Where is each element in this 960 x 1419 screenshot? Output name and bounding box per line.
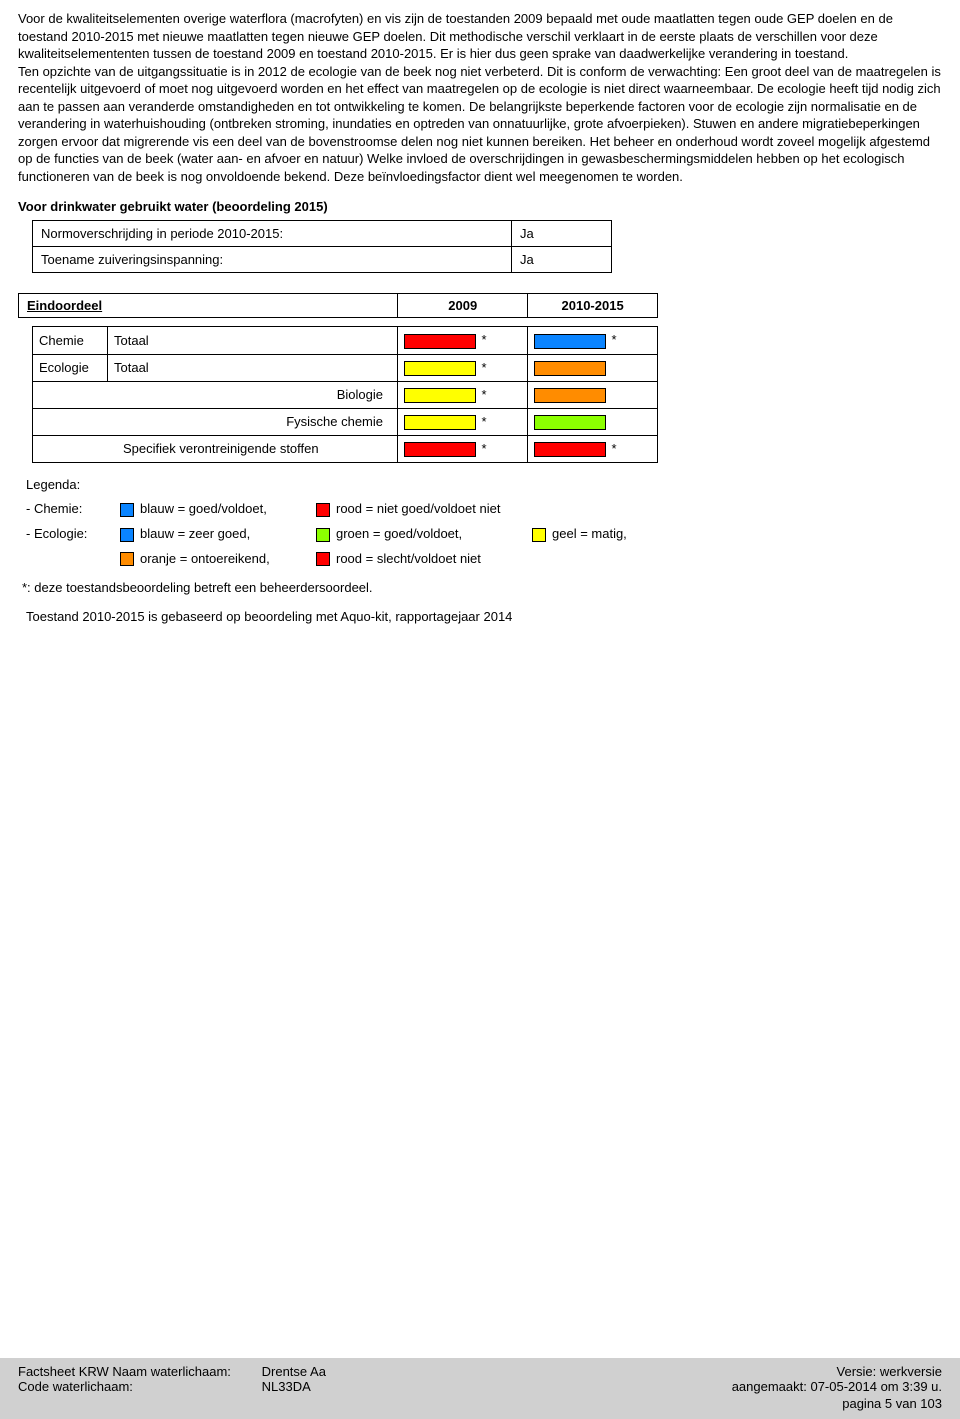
legend-chemie-0: blauw = goed/voldoet, — [140, 497, 310, 522]
swatch-2009-1 — [404, 361, 476, 376]
footer-l2-label: Code waterlichaam: — [18, 1379, 258, 1394]
asterisk-2009-2: * — [476, 387, 492, 402]
cell-label-4: Specifiek verontreinigende stoffen — [33, 435, 398, 462]
legend-eco-0: blauw = zeer goed, — [140, 522, 310, 547]
footer-l2-right: aangemaakt: 07-05-2014 om 3:39 u. — [732, 1379, 942, 1394]
swatch-2009-2 — [404, 388, 476, 403]
cell-label-0: Totaal — [108, 327, 398, 354]
footer-l1-value: Drentse Aa — [262, 1364, 326, 1379]
asterisk-2015-4: * — [606, 441, 622, 456]
legend-chemie-label: - Chemie: — [26, 497, 114, 522]
legend-eco-2: geel = matig, — [552, 522, 627, 547]
eind-col-2010-2015: 2010-2015 — [528, 294, 658, 318]
asterisk-2015-0: * — [606, 332, 622, 347]
footer-l2-value: NL33DA — [262, 1379, 311, 1394]
legend-chemie-1: rood = niet goed/voldoet niet — [336, 497, 500, 522]
page-footer: Factsheet KRW Naam waterlichaam: Drentse… — [0, 1358, 960, 1419]
asterisk-2009-1: * — [476, 360, 492, 375]
legend-sq-chemie-1 — [316, 503, 330, 517]
cell-cat-1: Ecologie — [33, 354, 108, 381]
table-eindoordeel-body: Chemie Totaal * * Ecologie Totaal * Biol… — [32, 326, 658, 462]
t1-row0-label: Normoverschrijding in periode 2010-2015: — [33, 221, 512, 247]
table-drinkwater: Normoverschrijding in periode 2010-2015:… — [32, 220, 612, 273]
asterisk-2009-0: * — [476, 332, 492, 347]
swatch-2015-3 — [534, 415, 606, 430]
legend-eco-4: rood = slecht/voldoet niet — [336, 547, 481, 572]
footer-page: pagina 5 van 103 — [18, 1396, 942, 1411]
legend-sq-eco-1 — [316, 528, 330, 542]
swatch-2015-0 — [534, 334, 606, 349]
legend: Legenda: - Chemie: blauw = goed/voldoet,… — [26, 473, 942, 572]
swatch-2015-1 — [534, 361, 606, 376]
legend-title: Legenda: — [26, 473, 942, 498]
legend-eco-1: groen = goed/voldoet, — [336, 522, 526, 547]
t1-row1-label: Toename zuiveringsinspanning: — [33, 247, 512, 273]
footer-l1-right: Versie: werkversie — [837, 1364, 942, 1379]
cell-label-3: Fysische chemie — [33, 408, 398, 435]
swatch-2009-0 — [404, 334, 476, 349]
body-paragraph: Voor de kwaliteitselementen overige wate… — [18, 10, 942, 185]
legend-sq-eco-2 — [532, 528, 546, 542]
cell-label-1: Totaal — [108, 354, 398, 381]
swatch-2015-2 — [534, 388, 606, 403]
t1-row1-value: Ja — [512, 247, 612, 273]
note-asterisk: *: deze toestandsbeoordeling betreft een… — [22, 580, 942, 595]
table-eindoordeel-header: Eindoordeel 2009 2010-2015 — [18, 293, 658, 318]
eind-col-2009: 2009 — [398, 294, 528, 318]
legend-sq-eco-4 — [316, 552, 330, 566]
swatch-2009-4 — [404, 442, 476, 457]
asterisk-2009-3: * — [476, 414, 492, 429]
eindoordeel-title: Eindoordeel — [27, 298, 102, 313]
note-toestand: Toestand 2010-2015 is gebaseerd op beoor… — [26, 609, 942, 624]
legend-sq-eco-0 — [120, 528, 134, 542]
t1-row0-value: Ja — [512, 221, 612, 247]
swatch-2015-4 — [534, 442, 606, 457]
cell-label-2: Biologie — [33, 381, 398, 408]
legend-sq-chemie-0 — [120, 503, 134, 517]
asterisk-2009-4: * — [476, 441, 492, 456]
footer-l1-label: Factsheet KRW Naam waterlichaam: — [18, 1364, 258, 1379]
section-heading-drinkwater: Voor drinkwater gebruikt water (beoordel… — [18, 199, 942, 214]
legend-sq-eco-3 — [120, 552, 134, 566]
cell-cat-0: Chemie — [33, 327, 108, 354]
swatch-2009-3 — [404, 415, 476, 430]
legend-ecologie-label: - Ecologie: — [26, 522, 114, 547]
legend-eco-3: oranje = ontoereikend, — [140, 547, 310, 572]
